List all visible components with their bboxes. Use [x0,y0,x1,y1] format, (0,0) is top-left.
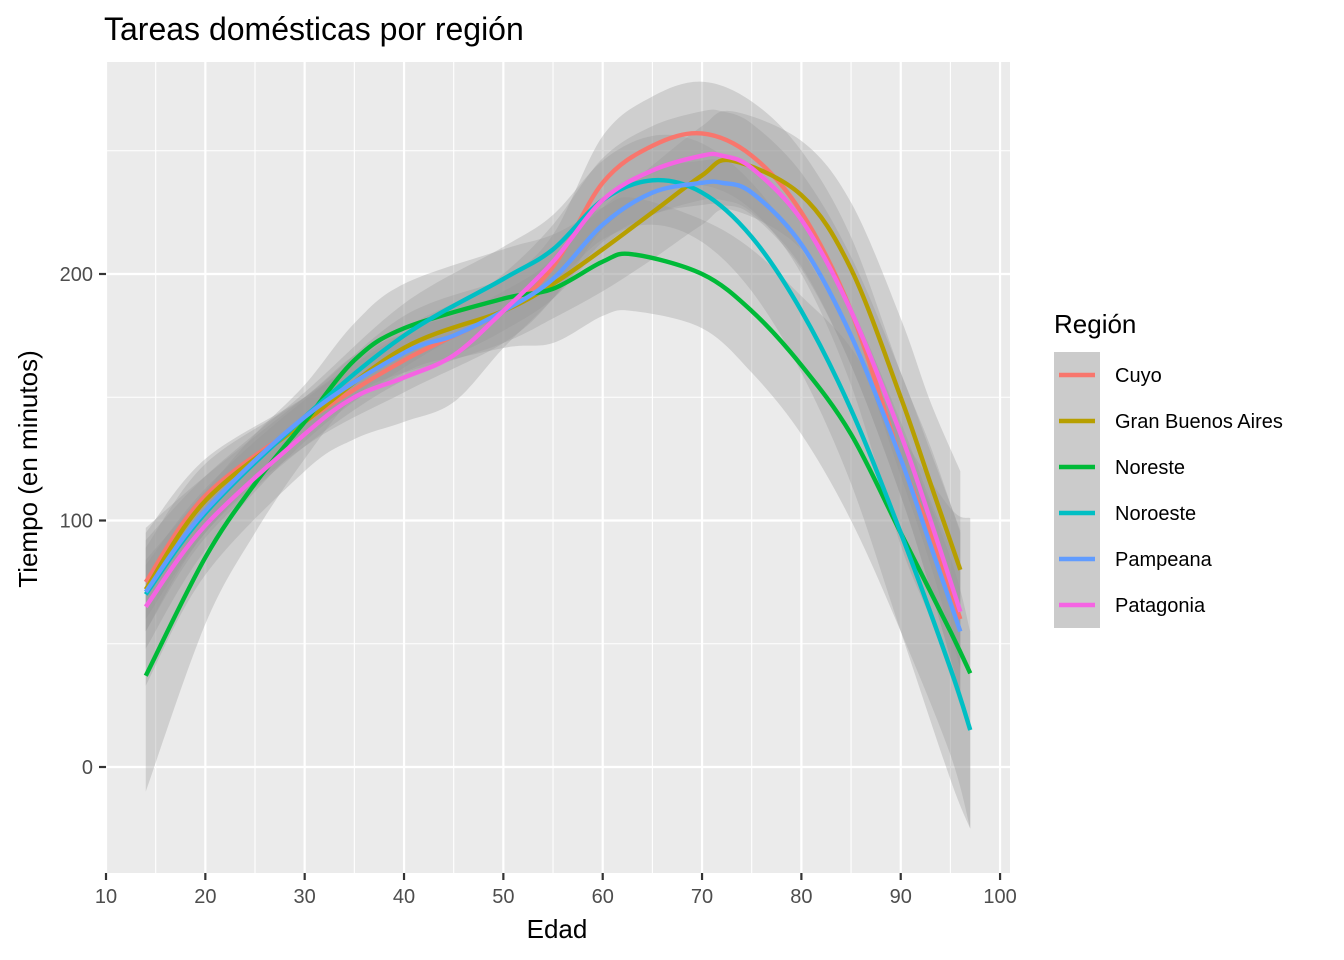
x-tick-label: 50 [492,886,514,908]
confidence-band-6 [145,109,961,694]
chart-title: Tareas domésticas por región [104,11,524,47]
x-tick-label: 20 [194,886,216,908]
x-tick-label: 40 [393,886,415,908]
legend-label-6: Patagonia [1115,595,1206,617]
confidence-band-4 [145,134,971,829]
plot-panel [104,62,1010,873]
legend-label-1: Cuyo [1115,365,1162,387]
x-axis-title: Edad [527,914,588,944]
x-tick-label: 70 [691,886,713,908]
legend-label-4: Noroeste [1115,503,1196,525]
legend-label-5: Pampeana [1115,549,1213,571]
y-tick-label: 200 [60,264,93,286]
y-tick-label: 0 [82,757,93,779]
x-tick-label: 90 [890,886,912,908]
legend: Región Cuyo Gran Buenos Aires Noreste Noroe… [1054,309,1283,628]
panel-background [106,62,1010,873]
y-tick-label: 100 [60,510,93,532]
legend-items: Cuyo Gran Buenos Aires Noreste Noroeste Pamp… [1054,352,1283,628]
y-axis: 0 100 200 [60,264,106,779]
y-axis-title: Tiempo (en minutos) [13,350,43,587]
x-tick-label: 10 [95,886,117,908]
series-line-5 [143,179,963,633]
x-tick-label: 60 [592,886,614,908]
minor-gridlines [106,62,1010,873]
x-tick-label: 100 [983,886,1016,908]
legend-label-2: Gran Buenos Aires [1115,411,1283,433]
x-tick-label: 30 [294,886,316,908]
legend-key-background [1054,352,1100,628]
legend-title: Región [1054,309,1136,339]
legend-label-3: Noreste [1115,457,1185,479]
x-tick-label: 80 [790,886,812,908]
x-axis: 10 20 30 40 50 60 70 80 90 100 [95,873,1017,908]
series-lines [143,131,973,731]
series-line-6 [143,151,963,613]
confidence-band-3 [145,197,971,829]
